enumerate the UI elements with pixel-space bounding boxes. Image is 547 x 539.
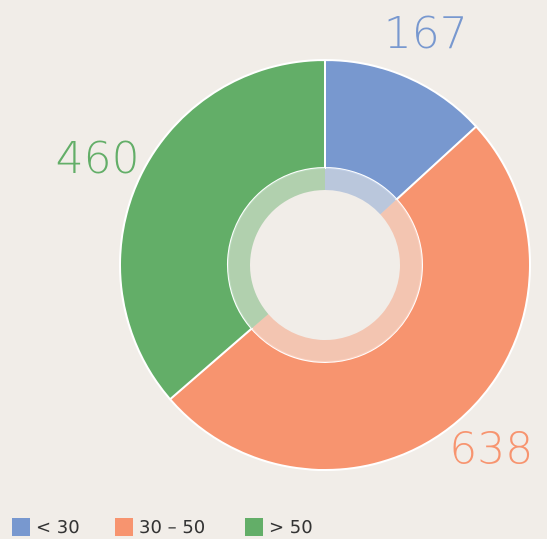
- legend-swatch: [245, 518, 263, 536]
- value-label: 638: [449, 424, 533, 475]
- slice: [168, 125, 531, 471]
- legend-swatch: [12, 518, 30, 536]
- legend-label: > 50: [269, 517, 313, 538]
- legend-label: < 30: [36, 517, 80, 538]
- inner-ring: [227, 168, 325, 329]
- slice: [119, 58, 326, 401]
- legend-label: 30 – 50: [139, 517, 205, 538]
- inner-ring: [251, 199, 422, 362]
- legend-swatch: [115, 518, 133, 536]
- value-label: 460: [56, 133, 140, 184]
- slice: [324, 58, 478, 201]
- inner-ring: [325, 168, 397, 215]
- value-label: 167: [384, 8, 468, 59]
